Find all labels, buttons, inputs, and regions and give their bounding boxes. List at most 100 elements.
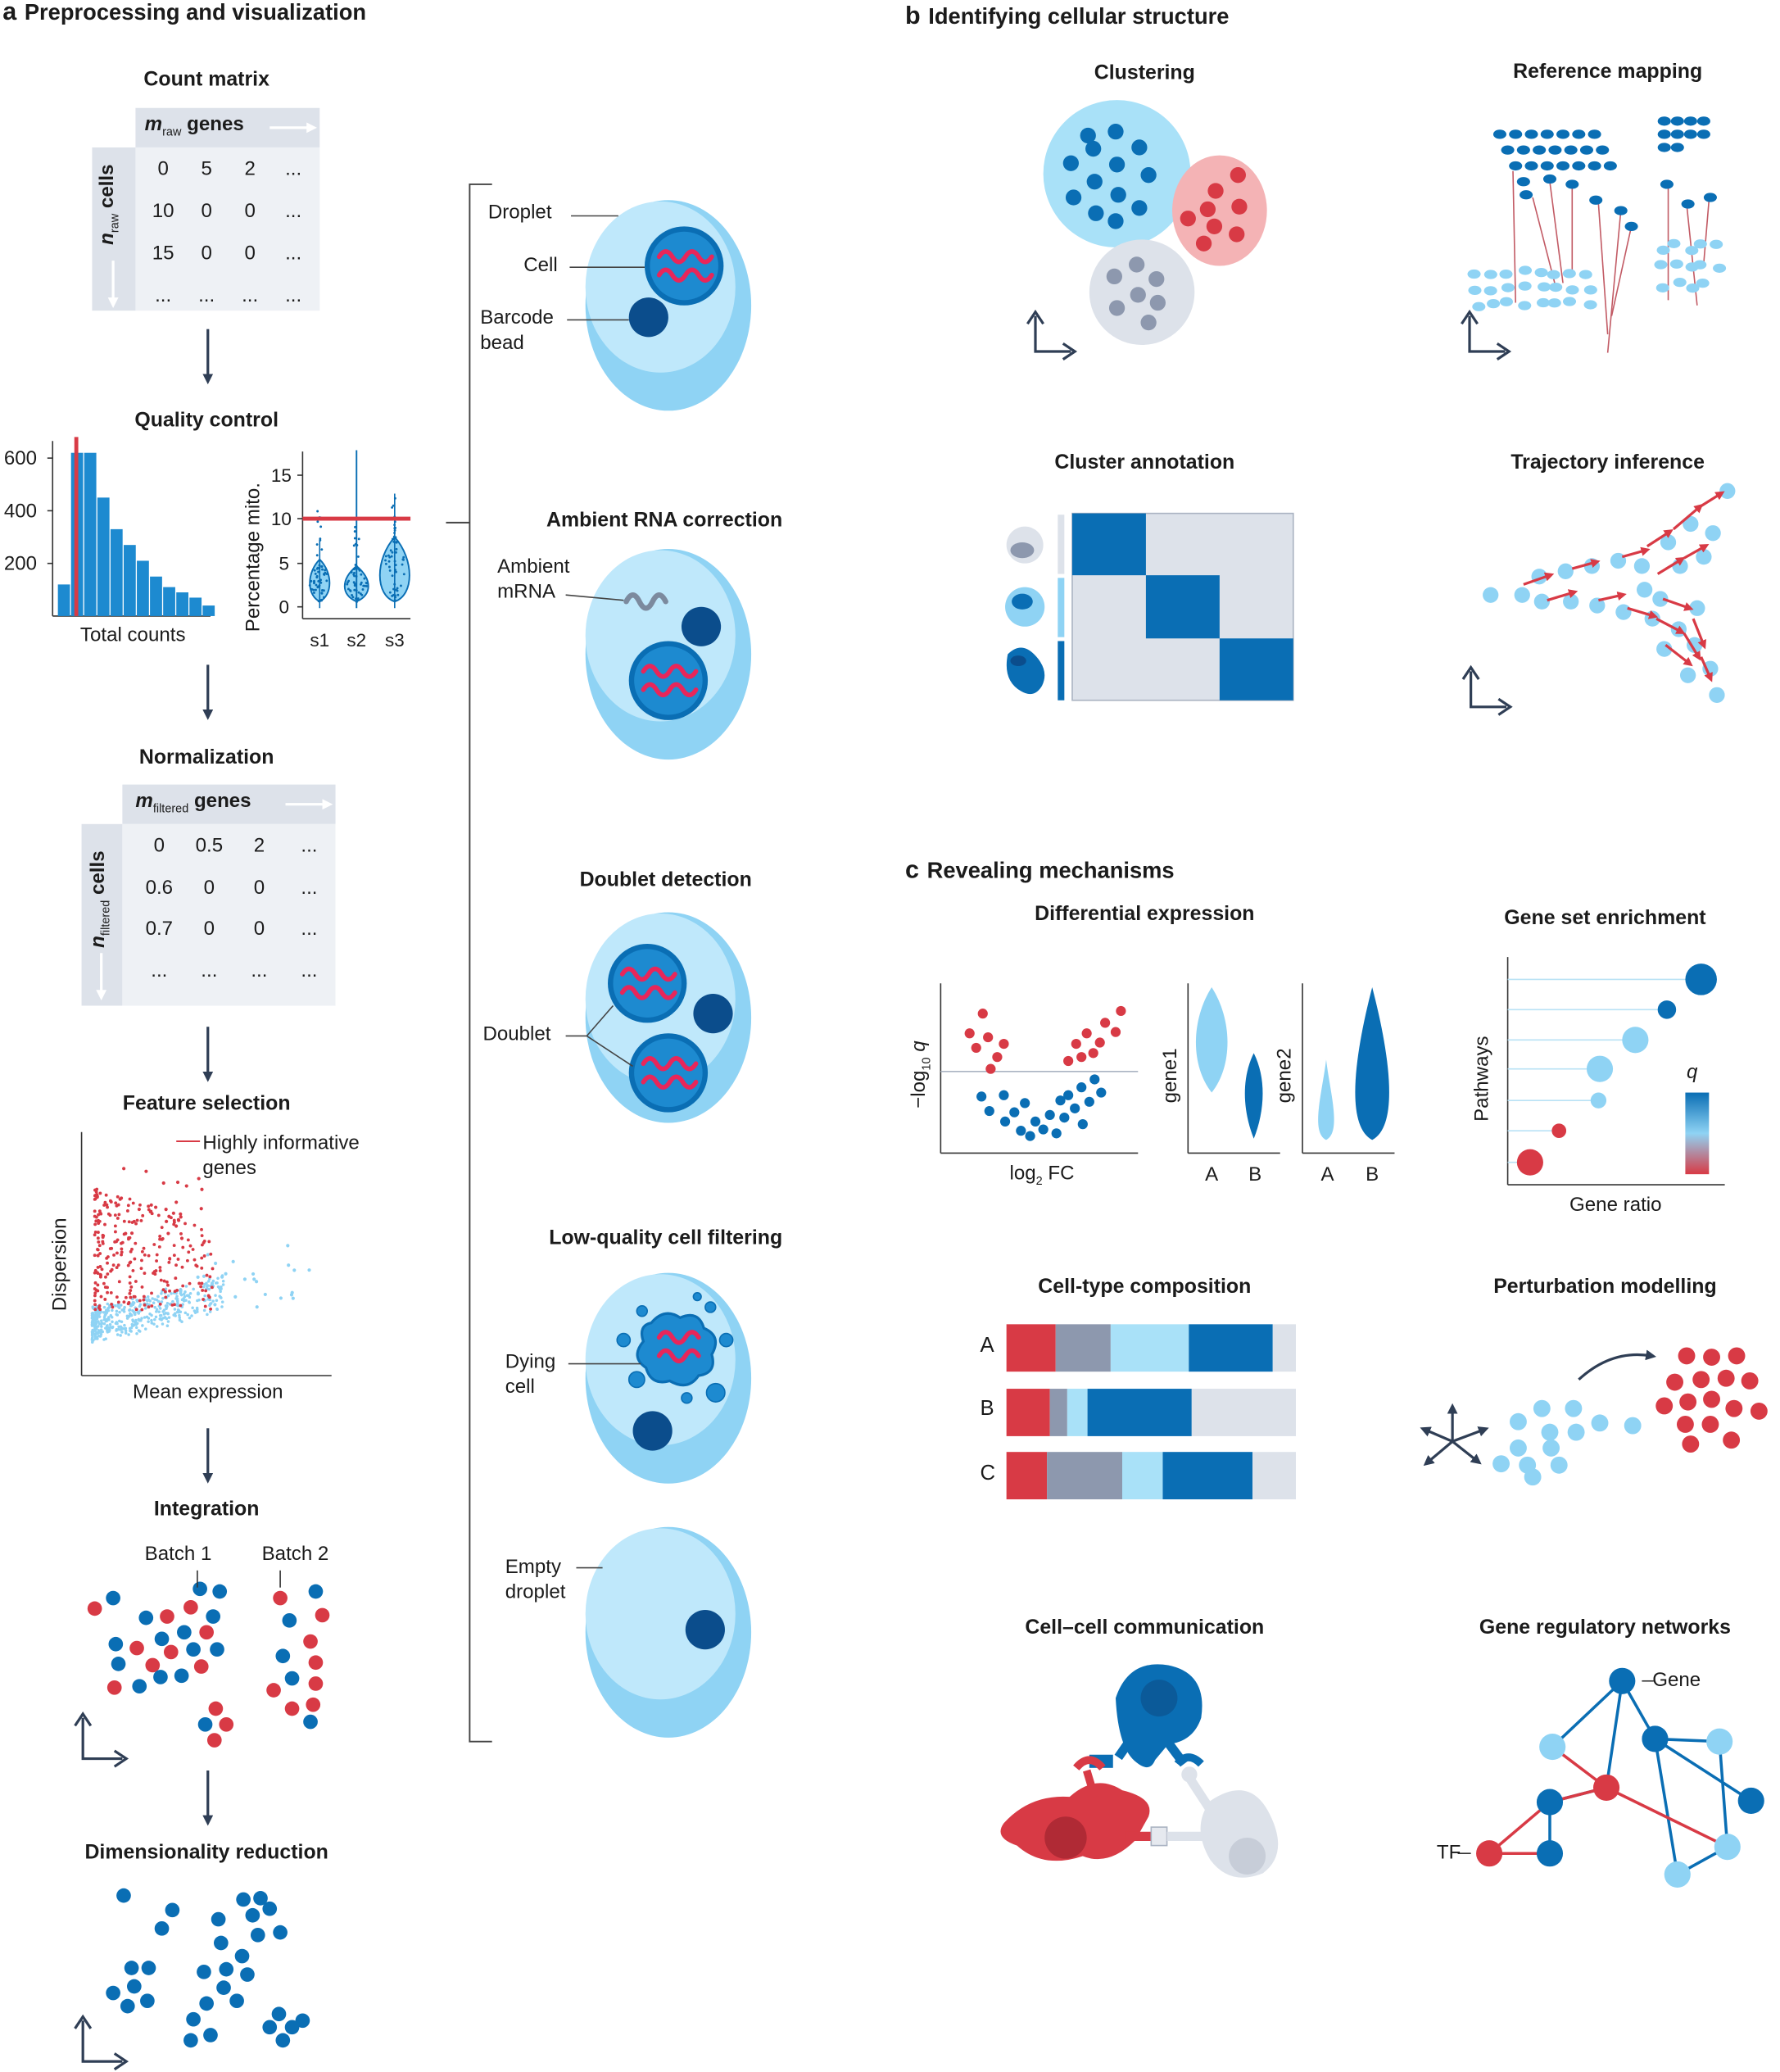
fs-point: [200, 1266, 204, 1270]
violin-point: [324, 569, 327, 572]
fs-point: [110, 1303, 114, 1306]
fs-point: [204, 1289, 208, 1293]
refmap-reference-point: [1670, 116, 1684, 126]
integration-point: [284, 1671, 300, 1686]
violin-point: [387, 554, 390, 557]
fs-point: [181, 1303, 184, 1306]
violin-point: [346, 583, 349, 586]
refmap-query-point: [1467, 269, 1481, 279]
violin-point: [351, 594, 353, 596]
fs-point: [125, 1209, 129, 1213]
fs-point: [146, 1294, 150, 1299]
fs-point: [143, 1316, 147, 1319]
violin-point: [353, 574, 356, 578]
refmap-reference-point: [1509, 129, 1523, 139]
trajectory-arrow: [1662, 597, 1694, 611]
refmap-reference-point: [1492, 129, 1506, 139]
trajectory-arrow: [1621, 546, 1651, 559]
gene1-label: gene1: [1158, 1048, 1182, 1104]
fs-point: [168, 1303, 172, 1306]
norm-col-header: mfiltered genes: [135, 790, 251, 815]
fs-point: [149, 1203, 153, 1207]
violin-point: [354, 583, 357, 586]
dimred-point: [116, 1888, 131, 1903]
violin-point: [360, 583, 362, 586]
perturb-point-after: [1701, 1416, 1719, 1433]
fs-point: [128, 1314, 131, 1317]
fs-point: [279, 1296, 283, 1300]
fs-point: [117, 1213, 121, 1217]
violin-point: [349, 589, 352, 592]
grn-edge: [1488, 1801, 1551, 1855]
cluster-annotation-title: Cluster annotation: [1054, 451, 1235, 474]
composition-segment: [1006, 1324, 1056, 1372]
empty-droplet-label: Empty droplet: [505, 1556, 566, 1603]
fs-point: [144, 1169, 148, 1173]
perturb-point-before: [1567, 1423, 1585, 1441]
fs-point: [111, 1263, 115, 1267]
fs-point: [200, 1281, 204, 1285]
violin-point: [364, 584, 367, 587]
refmap-query-point: [1686, 283, 1700, 293]
violin-point: [319, 525, 323, 528]
fs-point: [176, 1308, 180, 1312]
dimred-point: [203, 2028, 218, 2043]
fs-point: [171, 1211, 175, 1215]
violin-ytick: 10: [270, 508, 292, 529]
refmap-link: [1597, 203, 1609, 335]
fs-point: [102, 1204, 106, 1207]
fs-point: [292, 1268, 297, 1272]
violin-point: [357, 537, 360, 541]
refmap-reference-point: [1660, 179, 1674, 189]
refmap-query-point: [1673, 278, 1687, 288]
fs-point: [102, 1305, 106, 1309]
fs-point: [184, 1285, 188, 1288]
group-label: A: [1320, 1163, 1334, 1186]
gse-point: [1586, 1055, 1614, 1082]
fs-point: [131, 1268, 135, 1272]
dimred-point: [199, 1996, 214, 2011]
fs-point: [109, 1200, 113, 1204]
fs-point: [122, 1310, 126, 1313]
matrix-cell: 0.5: [195, 834, 224, 857]
refmap-query-point: [1468, 285, 1482, 295]
cell-communication-graphic: [1000, 1664, 1279, 1878]
fs-point: [165, 1219, 169, 1223]
volcano-point: [1055, 1095, 1066, 1106]
fs-point: [93, 1214, 97, 1218]
volcano-point: [1030, 1116, 1041, 1127]
violin-point: [384, 562, 387, 565]
droplet-ambient-graphic: [565, 548, 752, 760]
panel-b-title: Identifying cellular structure: [928, 3, 1230, 29]
cluster-annotation-graphic: [1005, 512, 1294, 701]
panel-a-header: a Preprocessing and visualization: [2, 0, 366, 28]
violin-point: [353, 537, 356, 540]
fs-point: [181, 1245, 185, 1249]
perturb-point-after: [1676, 1416, 1694, 1433]
fs-point: [138, 1299, 142, 1303]
matrix-cell: ...: [301, 959, 318, 982]
matrix-cell: ...: [301, 917, 318, 941]
fs-point: [199, 1285, 203, 1289]
fs-xlabel: Mean expression: [133, 1381, 283, 1403]
fs-point: [103, 1222, 106, 1226]
violin-point: [355, 597, 357, 601]
fs-point: [129, 1295, 133, 1299]
fs-point: [143, 1303, 147, 1307]
dimred-point: [273, 1925, 288, 1940]
fs-point: [166, 1312, 170, 1316]
violin-point: [394, 526, 397, 529]
fs-point: [186, 1238, 190, 1242]
fs-point: [180, 1265, 184, 1269]
violin-point: [316, 510, 319, 513]
fs-point: [199, 1207, 203, 1211]
refmap-link: [1606, 210, 1622, 353]
fs-point: [108, 1247, 112, 1250]
refmap-reference-point: [1572, 161, 1586, 171]
fs-point: [133, 1312, 137, 1316]
fs-point: [196, 1299, 199, 1303]
refmap-query-point: [1534, 267, 1548, 278]
integration-point: [282, 1613, 297, 1628]
fs-point: [291, 1296, 295, 1300]
fs-point: [103, 1298, 107, 1301]
